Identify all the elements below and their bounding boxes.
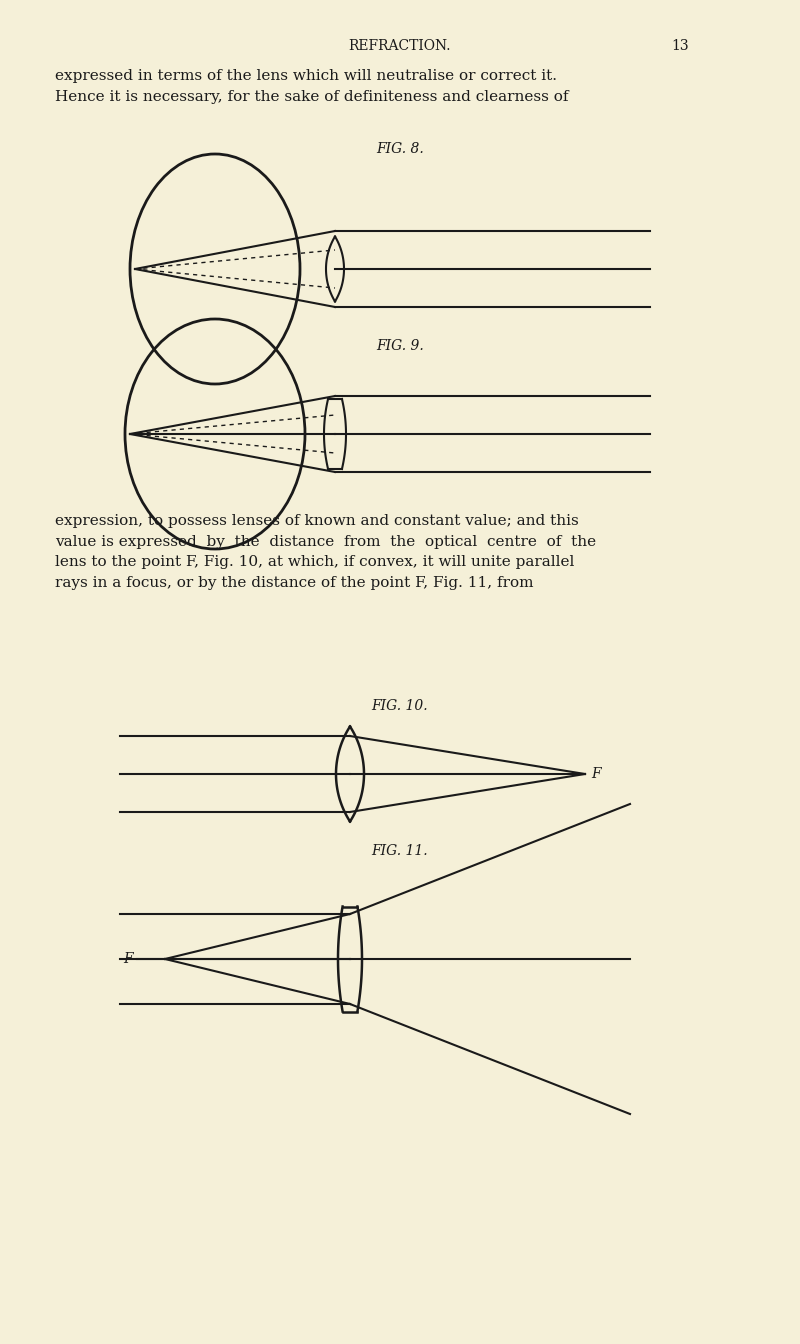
- Text: FIG. 10.: FIG. 10.: [372, 699, 428, 714]
- Text: F: F: [591, 767, 601, 781]
- Text: expressed in terms of the lens which will neutralise or correct it.
Hence it is : expressed in terms of the lens which wil…: [55, 69, 569, 103]
- Text: FIG. 9.: FIG. 9.: [376, 339, 424, 353]
- Text: FIG. 8.: FIG. 8.: [376, 142, 424, 156]
- Text: expression, to possess lenses of known and constant value; and this
value is exp: expression, to possess lenses of known a…: [55, 513, 596, 590]
- Text: REFRACTION.: REFRACTION.: [349, 39, 451, 52]
- Text: 13: 13: [671, 39, 689, 52]
- Text: FIG. 11.: FIG. 11.: [372, 844, 428, 857]
- Text: F: F: [123, 952, 133, 966]
